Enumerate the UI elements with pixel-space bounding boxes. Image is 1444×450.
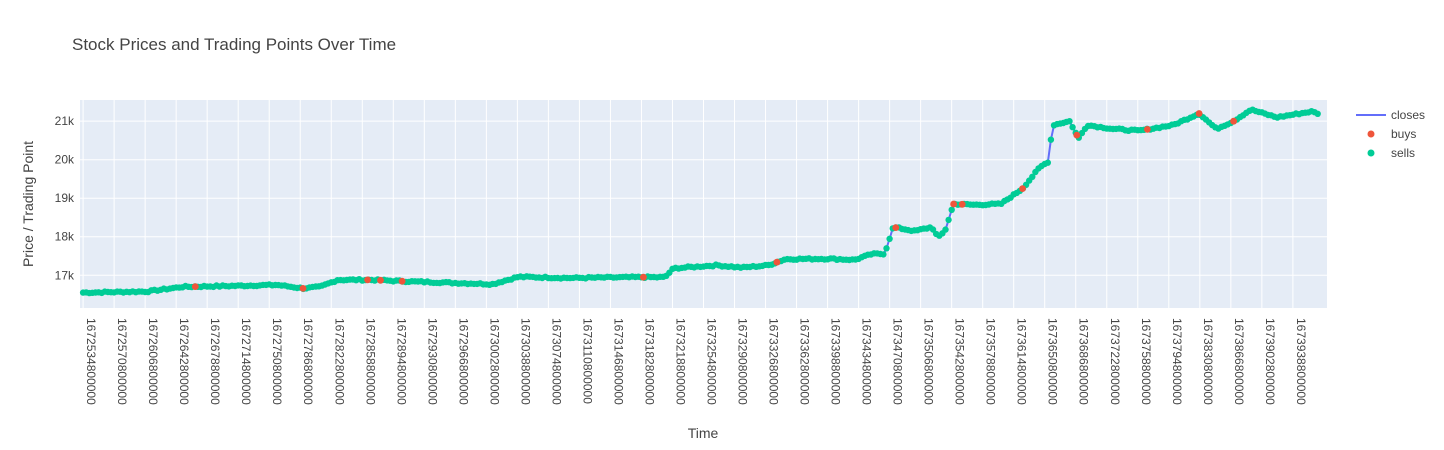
x-tick-label: 1673650800000 [1046,318,1060,405]
x-tick-label: 1673038800000 [518,318,532,405]
sell-point [886,235,893,242]
x-tick-label: 1673758800000 [1139,318,1153,405]
x-tick-label: 1673938800000 [1294,318,1308,405]
sell-point [1069,124,1076,131]
buy-point [1230,117,1237,125]
y-tick-label: 17k [55,268,75,282]
x-tick-label: 1673866800000 [1232,318,1246,405]
legend-dot-swatch [1367,149,1375,157]
y-tick-label: 19k [55,191,75,205]
x-tick-label: 1673902800000 [1263,318,1277,405]
sell-point [1047,136,1055,143]
x-tick-label: 1673506800000 [922,318,936,405]
legend-label: closes [1391,108,1425,122]
buy-point [191,283,199,290]
buy-point [773,258,781,266]
x-tick-label: 1672786800000 [301,318,315,405]
x-tick-label: 1673398800000 [829,318,843,405]
sell-point [1066,118,1073,125]
legend-label: sells [1391,146,1415,160]
x-tick-label: 1672714800000 [239,318,253,405]
sell-point [948,206,955,213]
legend[interactable]: closes buys sells [1356,108,1425,160]
x-tick-label: 1673110800000 [580,318,594,404]
x-tick-label: 1673002800000 [487,318,501,405]
x-tick-label: 1673722800000 [1108,318,1122,405]
legend-item-closes[interactable]: closes [1356,108,1425,122]
buy-point [1195,110,1203,117]
buy-point [1019,185,1026,193]
legend-item-sells[interactable]: sells [1367,146,1416,160]
x-tick-label: 1673470800000 [891,318,905,405]
x-tick-label: 1673686800000 [1077,318,1091,405]
x-tick-label: 1672570800000 [115,318,129,405]
y-tick-label: 18k [55,230,75,244]
x-tick-label: 1672822800000 [332,318,346,405]
x-tick-label: 1673542800000 [953,318,967,405]
y-tick-labels: 17k 18k 19k 20k 21k [55,114,75,282]
legend-item-buys[interactable]: buys [1367,127,1417,141]
x-tick-labels: 1672534800000 1672570800000 1672606800000 1… [84,318,1308,405]
x-tick-label: 1673182800000 [642,318,656,405]
x-tick-label: 1672750800000 [270,318,284,405]
buy-point [1073,131,1081,139]
buy-point [640,273,647,281]
sell-point [1314,110,1321,118]
buy-point [398,277,406,285]
sell-point [880,251,887,258]
x-tick-label: 1673434800000 [860,318,874,405]
buy-point [950,200,957,208]
y-axis-title: Price / Trading Point [20,141,36,267]
x-tick-label: 1673146800000 [611,318,625,405]
x-tick-label: 1673254800000 [705,318,719,405]
x-tick-label: 1673218800000 [673,318,687,405]
legend-label: buys [1391,127,1416,141]
x-tick-label: 1673614800000 [1015,318,1029,405]
x-tick-label: 1672894800000 [394,318,408,405]
x-tick-label: 1673326800000 [767,318,781,405]
x-tick-label: 1672534800000 [84,318,98,405]
x-tick-label: 1672642800000 [177,318,191,405]
x-axis-title: Time [688,425,719,441]
buy-point [377,276,384,284]
sell-point [1044,159,1052,166]
x-tick-label: 1672858800000 [363,318,377,405]
x-tick-label: 1673578800000 [984,318,998,405]
x-tick-label: 1673830800000 [1201,318,1215,405]
chart-title: Stock Prices and Trading Points Over Tim… [72,35,396,54]
x-tick-label: 1673074800000 [549,318,563,405]
buy-point [1144,125,1151,133]
x-tick-label: 1673794800000 [1170,318,1184,405]
sell-point [942,226,949,233]
x-tick-label: 1672606800000 [146,318,160,405]
x-tick-label: 1672966800000 [456,318,470,405]
sell-point [883,245,890,252]
y-tick-label: 21k [55,114,75,128]
x-gridlines [82,100,1294,308]
x-tick-label: 1673290800000 [736,318,750,405]
x-tick-label: 1672678800000 [208,318,222,405]
trading-points [79,106,1321,297]
legend-dot-swatch [1367,130,1375,138]
sell-point [945,216,952,224]
buy-point [299,285,307,292]
buy-point [892,224,900,232]
buy-point [958,200,966,208]
x-tick-label: 1672930800000 [425,318,439,405]
x-tick-label: 1673362800000 [798,318,812,405]
sell-point [1029,173,1036,180]
buy-point [364,276,371,284]
y-tick-label: 20k [55,153,75,167]
